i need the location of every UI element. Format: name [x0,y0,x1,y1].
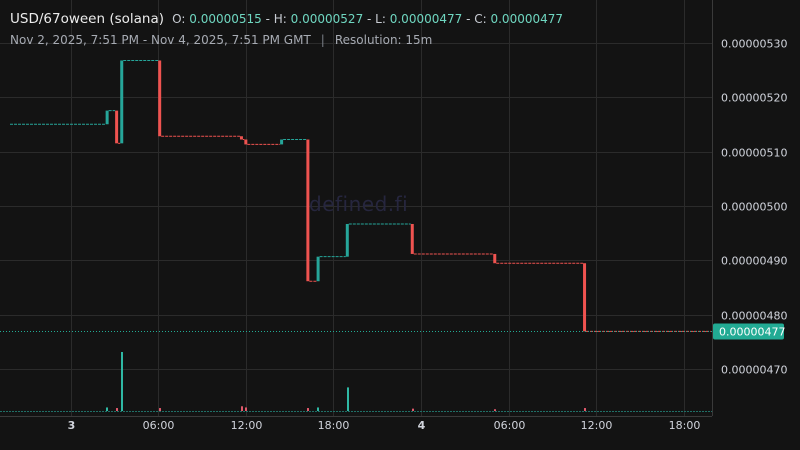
candle-down [158,60,162,137]
time-tick-label: 18:00 [318,419,350,432]
time-tick-label: 12:00 [231,419,263,432]
candle-down [244,139,248,145]
open-label: O: [172,12,186,26]
candle-down [115,110,119,144]
price-tick-label: 0.00000500 [721,201,787,214]
time-axis[interactable]: 3 06:00 12:00 18:00 4 06:00 12:00 18:00 [68,419,701,432]
time-tick-label: 06:00 [143,419,175,432]
time-tick-label: 12:00 [581,419,613,432]
time-tick-label: 4 [418,419,426,432]
volume-bar [116,408,118,411]
volume-bar [494,409,496,411]
price-tick-label: 0.00000520 [721,92,787,105]
time-tick-label: 18:00 [669,419,701,432]
volume-bar [347,387,349,411]
volume-bars [0,352,712,412]
date-range: Nov 2, 2025, 7:51 PM - Nov 4, 2025, 7:51… [10,33,311,47]
volume-bar [412,408,414,411]
volume-bar [241,406,243,411]
price-tick-label: 0.00000480 [721,310,787,323]
volume-bar [307,408,309,411]
candle-up [105,110,109,125]
volume-bar [584,408,586,411]
volume-bar [159,408,161,411]
volume-bar [245,407,247,411]
time-tick-label: 3 [68,419,76,432]
pair-name: USD/67oween (solana) [10,11,165,27]
ohlc-values: O: 0.00000515 - H: 0.00000527 - L: 0.000… [172,12,564,26]
legend-range: Nov 2, 2025, 7:51 PM - Nov 4, 2025, 7:51… [10,33,432,47]
resolution: Resolution: 15m [334,33,433,47]
time-tick-label: 06:00 [494,419,526,432]
candle-up [280,139,284,145]
candle-down [239,136,243,140]
candle-down [306,139,310,282]
candle-up [316,256,320,282]
price-tick-label: 0.00000530 [721,38,787,51]
volume-bar [317,407,319,411]
high-value: 0.00000527 [290,12,364,26]
open-value: 0.00000515 [189,12,262,26]
close-label: C: [474,12,487,26]
last-price-label: 0.00000477 [719,326,785,339]
candle-down [410,223,414,254]
candle-down [493,253,497,264]
price-tick-label: 0.00000470 [721,364,787,377]
candle-series [10,59,711,332]
volume-bar [106,407,108,411]
last-price-line: 0.00000477 [0,323,785,340]
last-price-tag [713,323,784,340]
watermark-logo: defined.fi [309,192,409,216]
price-tick-label: 0.00000490 [721,255,787,268]
low-value: 0.00000477 [389,12,463,26]
range-separator: | [320,33,325,47]
candle-up [120,60,124,144]
candle-down [583,263,587,332]
legend-ohlc: USD/67oween (solana) O: 0.00000515 - H: … [10,11,563,27]
low-label: L: [375,12,386,26]
price-tick-label: 0.00000510 [721,147,787,160]
close-value: 0.00000477 [490,12,564,26]
volume-bar [121,352,123,411]
high-label: H: [273,12,287,26]
candle-up [345,223,349,257]
price-axis[interactable]: 0.00000530 0.00000520 0.00000510 0.00000500… [721,38,787,377]
